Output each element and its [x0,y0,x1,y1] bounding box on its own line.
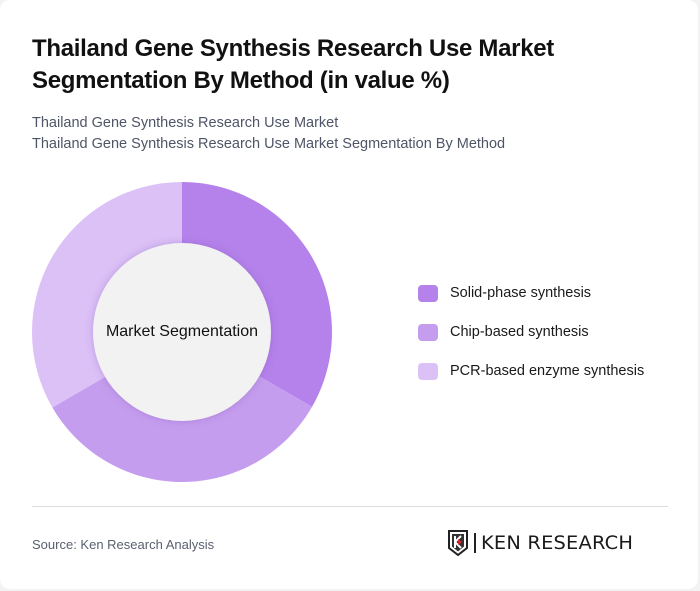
subtitle-line-1: Thailand Gene Synthesis Research Use Mar… [32,115,339,131]
source-text: Source: Ken Research Analysis [32,537,215,552]
chart-legend: Solid-phase synthesis Chip-based synthes… [418,283,644,400]
legend-item-pcr-based[interactable]: PCR-based enzyme synthesis [418,361,644,381]
donut-svg [32,182,332,482]
legend-label: PCR-based enzyme synthesis [450,363,645,379]
shield-k-icon [448,530,468,556]
legend-swatch [418,362,438,380]
chart-title: Thailand Gene Synthesis Research Use Mar… [32,35,554,94]
footer-divider [32,506,668,507]
center-label: Market Segmentation [105,323,259,340]
legend-item-solid-phase[interactable]: Solid-phase synthesis [418,283,644,303]
legend-swatch [418,284,438,302]
chart-subtitle: Thailand Gene Synthesis Research Use Mar… [32,113,672,155]
logo-wordmark: KEN RESEARCH [480,532,633,554]
legend-label: Chip-based synthesis [450,324,589,340]
logo-divider [474,533,476,553]
ken-research-logo[interactable]: KEN RESEARCH [447,530,633,556]
legend-label: Solid-phase synthesis [450,285,592,301]
legend-swatch [418,323,438,341]
donut-chart: Market Segmentation [32,182,332,482]
legend-item-chip-based[interactable]: Chip-based synthesis [418,322,644,342]
subtitle-line-2: Thailand Gene Synthesis Research Use Mar… [32,136,506,152]
donut-hole [93,243,271,421]
